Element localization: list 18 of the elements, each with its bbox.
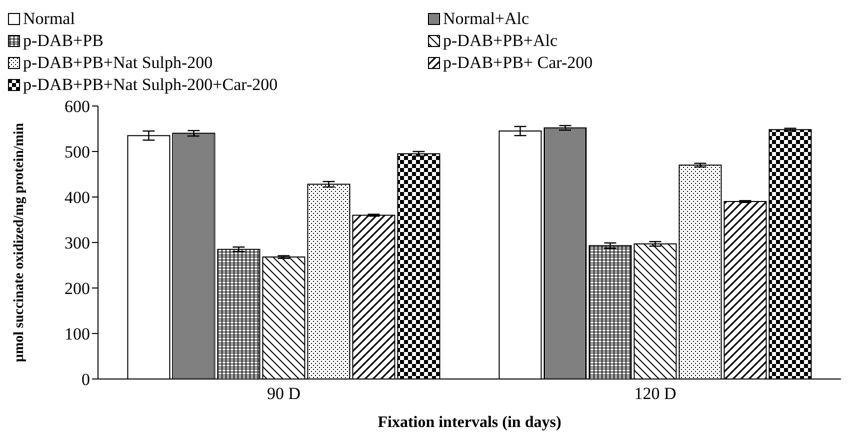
x-tick-label: 120 D <box>634 384 676 404</box>
y-tick-label: 100 <box>64 324 90 344</box>
y-tick-label: 400 <box>64 188 90 208</box>
y-tick-label: 600 <box>64 97 90 116</box>
legend-label: p-DAB+PB+Nat Sulph-200 <box>23 52 213 74</box>
legend-label: Normal+Alc <box>443 8 530 30</box>
legend-label: p-DAB+PB+ Car-200 <box>443 52 593 74</box>
y-axis-title: µmol succinate oxidized/mg protein/min <box>12 122 27 362</box>
y-tick-label: 200 <box>64 279 90 298</box>
legend-label: p-DAB+PB <box>23 30 104 52</box>
x-axis-title: Fixation intervals (in days) <box>378 414 562 431</box>
legend-label: Normal <box>23 8 75 30</box>
y-tick-label: 300 <box>64 234 90 253</box>
y-tick-label: 500 <box>64 142 90 162</box>
x-tick-label: 90 D <box>266 384 301 404</box>
legend-label: p-DAB+PB+Nat Sulph-200+Car-200 <box>23 74 278 96</box>
y-tick-label: 0 <box>82 370 90 390</box>
legend-label: p-DAB+PB+Alc <box>443 30 558 52</box>
